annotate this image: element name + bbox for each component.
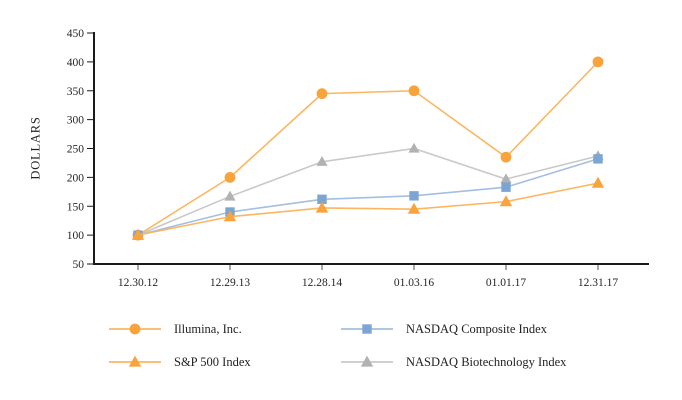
series-line: [137, 158, 599, 236]
data-point-square: [501, 182, 511, 192]
y-axis-tick-label: 250: [67, 144, 85, 156]
data-point-triangle: [591, 176, 605, 188]
nasdaq-composite-square-marker-icon: [339, 321, 395, 337]
data-point-triangle: [407, 202, 421, 214]
x-axis-tick-label: 01.01.17: [486, 277, 527, 289]
legend-label-sp500: S&P 500 Index: [174, 354, 251, 369]
data-point-circle: [224, 171, 236, 183]
series-line: [137, 147, 599, 236]
sp500-triangle-marker-icon: [107, 354, 163, 370]
x-axis-tick-label: 12.29.13: [210, 277, 251, 289]
legend-item-illumina: Illumina, Inc.: [107, 321, 242, 337]
y-axis-tick-label: 200: [67, 172, 85, 184]
data-point-triangle: [360, 355, 374, 367]
data-point-square: [593, 154, 603, 164]
x-axis-tick-label: 12.31.17: [578, 277, 619, 289]
x-axis-tick-label: 01.03.16: [394, 277, 435, 289]
y-axis-tick-label: 50: [73, 259, 85, 271]
data-point-square: [317, 194, 327, 205]
data-point-triangle: [408, 142, 420, 153]
data-point-triangle: [128, 355, 142, 367]
legend-label-nasdaq-biotech: NASDAQ Biotechnology Index: [406, 354, 567, 369]
series-illumina-inc: [132, 56, 604, 241]
chart-canvas: 50 100 150 200 250 300 350 400 450 12.30.12 12.29.…: [67, 28, 649, 289]
data-point-square: [409, 191, 419, 201]
illumina-circle-marker-icon: [107, 321, 163, 337]
legend-item-nasdaq-composite: NASDAQ Composite Index: [339, 321, 547, 337]
data-point-triangle: [315, 201, 329, 213]
legend-item-nasdaq-biotech: NASDAQ Biotechnology Index: [339, 354, 566, 370]
data-point-circle: [129, 323, 141, 335]
data-point-circle: [316, 88, 328, 100]
legend-label-nasdaq-composite: NASDAQ Composite Index: [406, 321, 547, 336]
data-point-triangle: [316, 156, 328, 166]
data-point-circle: [408, 85, 420, 97]
series-line: [137, 182, 599, 236]
legend-item-sp500: S&P 500 Index: [107, 354, 251, 370]
x-axis-tick-label: 12.30.12: [118, 277, 159, 289]
y-axis-tick-label: 400: [67, 57, 85, 69]
y-axis-title: DOLLARS: [28, 116, 43, 180]
data-point-triangle: [499, 195, 513, 207]
y-axis-tick-label: 300: [67, 115, 85, 127]
data-point-triangle: [223, 210, 237, 222]
y-axis-tick-label: 150: [67, 201, 85, 213]
series-nasdaq-biotechnology-index: [132, 142, 604, 240]
series-s-p-500-index: [131, 176, 605, 240]
x-axis-tick-label: 12.28.14: [302, 277, 343, 289]
data-point-square: [362, 324, 372, 334]
data-point-triangle: [131, 228, 145, 240]
data-point-circle: [592, 56, 604, 68]
y-axis-tick-label: 450: [67, 28, 85, 40]
data-point-circle: [500, 151, 512, 163]
nasdaq-biotech-triangle-marker-icon: [339, 354, 395, 370]
data-point-triangle: [500, 173, 512, 184]
legend-label-illumina: Illumina, Inc.: [174, 321, 242, 336]
data-point-triangle: [224, 190, 236, 201]
y-axis-tick-label: 350: [67, 86, 85, 98]
series-line: [137, 61, 599, 236]
y-axis-tick-label: 100: [67, 230, 85, 242]
